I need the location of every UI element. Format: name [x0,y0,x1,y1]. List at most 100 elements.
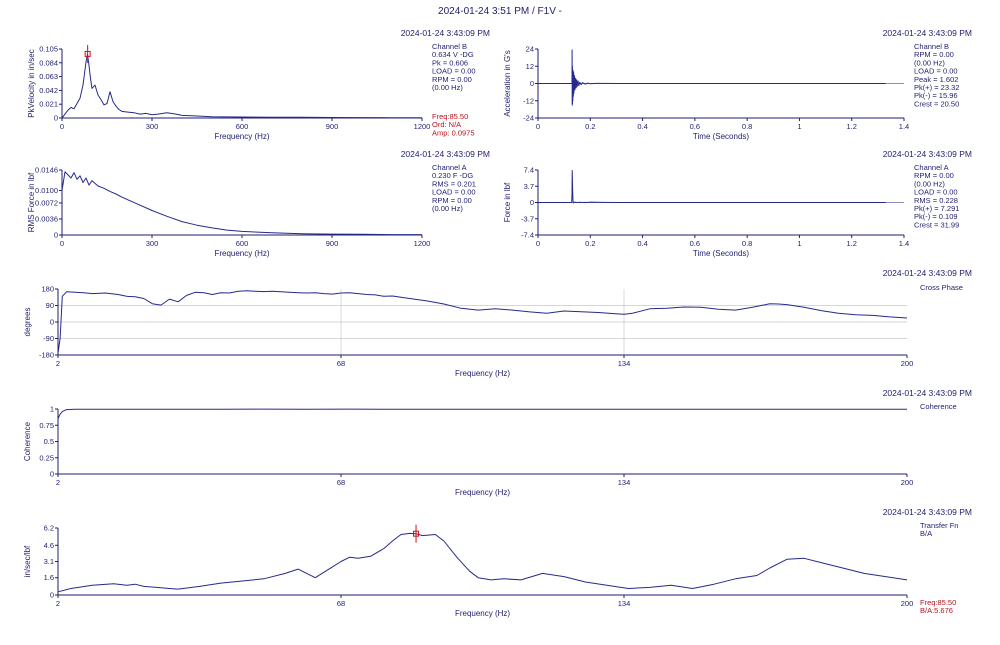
p5-x-tick-label: 200 [901,359,914,368]
p7-timestamp: 2024-01-24 3:43:09 PM [883,507,972,517]
p3-x-tick-label: 900 [326,239,339,248]
p2-x-tick-label: 1.4 [899,122,909,131]
p2-x-tick-label: 0.8 [742,122,752,131]
p1-y-axis-label: PkVelocity in in/sec [27,49,36,117]
p7-annotation-line: B/A:5.676 [920,606,953,615]
p1-annotation-line: Ord: N/A [432,120,461,129]
p4-x-tick-label: 0 [536,239,540,248]
p7-x-tick-label: 200 [901,599,914,608]
p2-y-tick-label: 12 [526,62,534,71]
p4-x-tick-label: 1.2 [846,239,856,248]
p3-x-tick-label: 1200 [414,239,431,248]
p7-y-tick-label: 1.6 [44,573,54,582]
p2-y-tick-label: 0 [530,79,534,88]
p3-y-tick-label: 0.0146 [35,166,58,175]
p4-info-line: Channel A [914,163,949,172]
p3-x-axis-label: Frequency (Hz) [214,249,269,258]
p4-x-tick-label: 0.6 [690,239,700,248]
p5-series-line [57,290,908,354]
p1-info-line: RPM = 0.00 [432,75,472,84]
p6-y-tick-label: 0.75 [39,421,54,430]
p2-x-tick-label: 0.6 [690,122,700,131]
p5-y-tick-label: 0 [50,318,54,327]
p3-y-axis-label: RMS Force in lbf [27,172,36,232]
p6-x-tick-label: 2 [56,478,60,487]
p7-x-tick-label: 2 [56,599,60,608]
p7-series-line [57,532,908,593]
p7-y-axis-label: in/sec/lbf [23,545,32,577]
p5-y-axis-label: degrees [23,308,32,337]
p2-y-axis-label: Acceleration in G's [503,50,512,116]
p7-y-tick-label: 0 [50,591,54,600]
p1-info-line: (0.00 Hz) [432,83,463,92]
p7-x-tick-label: 134 [618,599,631,608]
p1-y-tick-label: 0.021 [39,100,58,109]
p1-info-line: Channel B [432,42,467,51]
p2-x-tick-label: 1.2 [846,122,856,131]
p6-chart-title: Coherence [920,402,957,411]
p5-x-tick-label: 2 [56,359,60,368]
p5-chart-title: Cross Phase [920,283,963,292]
p3-info-line: 0.230 F -DG [432,171,473,180]
p4-series-line [538,170,886,204]
p4-x-axis-label: Time (Seconds) [693,249,750,258]
p3-x-tick-label: 0 [60,239,64,248]
p1-annotation-line: Amp: 0.0975 [432,128,475,137]
p3-info-line: (0.00 Hz) [432,204,463,213]
p3-y-tick-label: 0.0100 [35,186,58,195]
p3-y-tick-label: 0 [54,231,58,240]
p3-info-line: RPM = 0.00 [432,196,472,205]
p4-timestamp: 2024-01-24 3:43:09 PM [883,149,972,159]
p5-y-tick-label: -180 [39,351,54,360]
p5-x-axis-label: Frequency (Hz) [455,369,510,378]
p5-y-tick-label: 90 [46,301,54,310]
p2-info-line: LOAD = 0.00 [914,67,958,76]
p2-info-line: Crest = 20.50 [914,99,959,108]
p5-x-tick-label: 134 [618,359,631,368]
p1-info-line: 0.634 V -DG [432,50,474,59]
p3-y-tick-label: 0.0036 [35,214,58,223]
p1-y-tick-label: 0.105 [39,45,58,54]
p6-x-tick-label: 134 [618,478,631,487]
p3-x-tick-label: 300 [146,239,159,248]
p1-x-tick-label: 300 [146,122,159,131]
p6-x-tick-label: 68 [337,478,345,487]
p3-info-line: RMS = 0.201 [432,179,476,188]
p1-y-tick-label: 0.084 [39,58,58,67]
p2-x-tick-label: 1 [797,122,801,131]
p4-y-tick-label: 3.7 [524,182,534,191]
p3-info-line: LOAD = 0.00 [432,188,476,197]
p1-info-line: LOAD = 0.00 [432,67,476,76]
p1-y-tick-label: 0 [54,114,58,123]
p7-y-tick-label: 6.2 [44,524,54,533]
p1-x-tick-label: 900 [326,122,339,131]
p7-cursor-box [413,530,420,537]
p4-y-tick-label: 0 [530,198,534,207]
p2-y-tick-label: 24 [526,45,534,54]
p3-x-tick-label: 600 [236,239,249,248]
p1-series-line [61,53,422,119]
p4-info-line: RPM = 0.00 [914,171,954,180]
p4-info-line: (0.00 Hz) [914,179,945,188]
p6-y-tick-label: 0.25 [39,453,54,462]
p1-y-tick-label: 0.042 [39,86,58,95]
p6-y-axis-label: Coherence [23,421,32,461]
p4-y-tick-label: -3.7 [521,214,534,223]
p1-timestamp: 2024-01-24 3:43:09 PM [401,28,490,38]
p5-y-tick-label: 180 [41,285,54,294]
p1-info-line: Pk = 0.606 [432,58,468,67]
p5-y-tick-label: -90 [43,334,54,343]
p3-series-line [61,171,422,236]
p2-timestamp: 2024-01-24 3:43:09 PM [883,28,972,38]
p6-x-axis-label: Frequency (Hz) [455,488,510,497]
window-title: 2024-01-24 3:51 PM / F1V - [438,6,562,17]
p4-x-tick-label: 0.8 [742,239,752,248]
p2-info-line: Peak = 1.602 [914,75,958,84]
p6-y-tick-label: 0 [50,470,54,479]
p5-x-tick-label: 68 [337,359,345,368]
p1-x-axis-label: Frequency (Hz) [214,132,269,141]
p2-x-tick-label: 0.2 [585,122,595,131]
p2-y-tick-label: -12 [523,96,534,105]
p4-y-axis-label: Force in lbf [503,182,512,222]
